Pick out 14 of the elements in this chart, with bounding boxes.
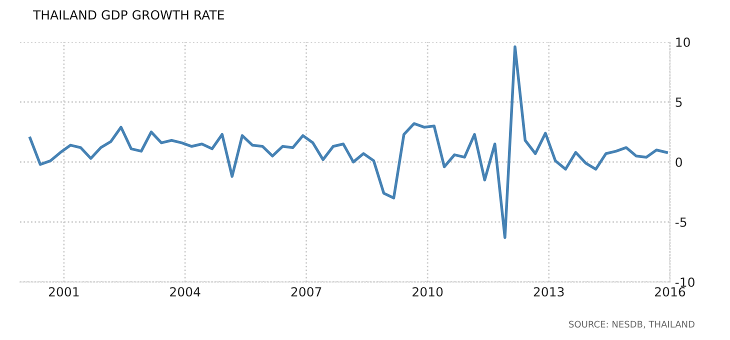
y-tick-label: 10 (676, 37, 690, 47)
source-note: SOURCE: NESDB, THAILAND (569, 320, 694, 329)
x-tick-label: 2004 (170, 287, 200, 297)
y-tick-label: -5 (675, 218, 686, 227)
x-tick-label: 2016 (655, 287, 686, 297)
chart-title: THAILAND GDP GROWTH RATE (32, 10, 224, 20)
y-tick-label: 5 (676, 98, 682, 107)
x-tick-label: 2001 (48, 287, 79, 297)
x-tick-label: 2007 (291, 287, 322, 297)
y-tick-label: -10 (675, 277, 694, 287)
line-series (28, 45, 668, 239)
x-tick-label: 2013 (534, 287, 564, 297)
x-tick-label: 2010 (412, 287, 443, 297)
y-tick-label: 0 (676, 157, 682, 167)
